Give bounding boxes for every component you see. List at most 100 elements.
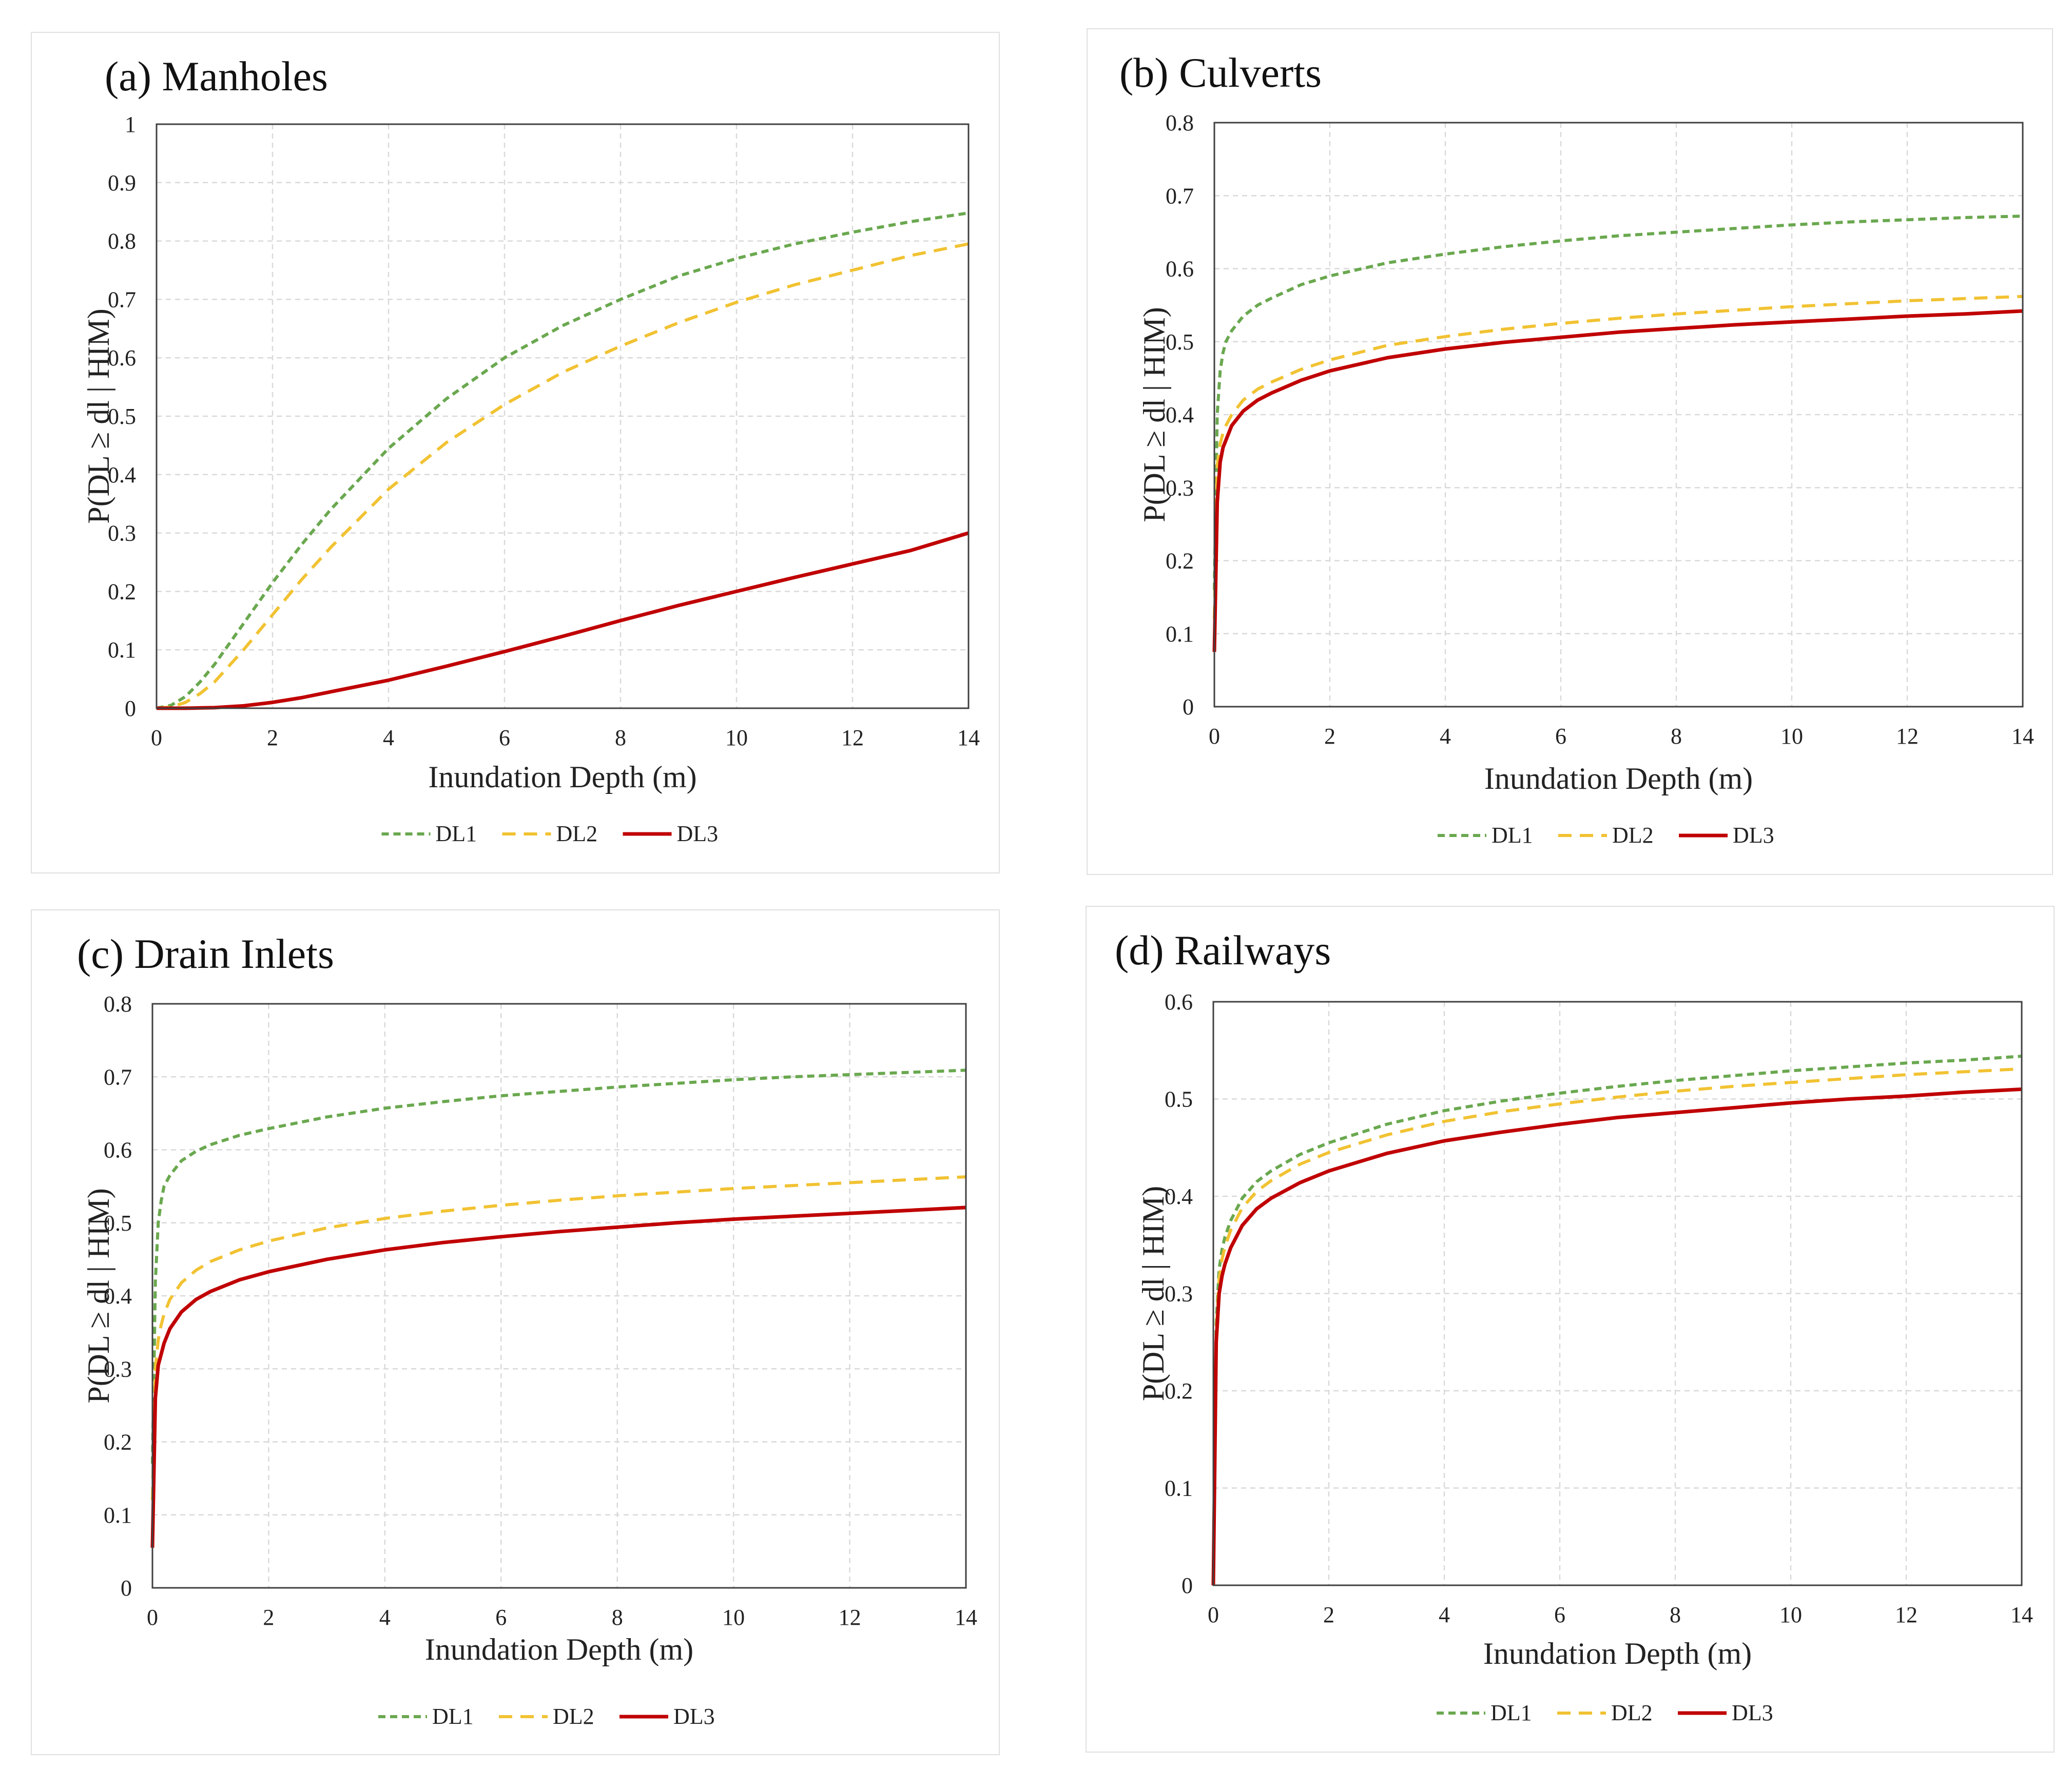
legend-item-dl2: DL2: [499, 1704, 594, 1729]
chart-title: (c) Drain Inlets: [77, 930, 334, 977]
legend-label: DL3: [677, 821, 719, 846]
legend-label: DL3: [673, 1704, 715, 1729]
y-tick-label: 0.4: [108, 462, 136, 488]
legend-item-dl3: DL3: [623, 821, 719, 846]
x-tick-label: 4: [383, 725, 394, 750]
x-tick-label: 8: [1670, 1602, 1681, 1627]
panel-manholes: (a) Manholes 0 2 4 6 8 10 12 14 0 0.1 0.2 0.3 0.4 0.5 0…: [31, 32, 1000, 873]
plot-area-frame: [1212, 1001, 2023, 1586]
x-axis-label: Inundation Depth (m): [425, 1632, 693, 1666]
legend-item-dl2: DL2: [1557, 1700, 1653, 1725]
gridlines: [157, 124, 969, 708]
plot-area-frame: [1213, 122, 2024, 708]
y-tick-label: 0: [1182, 1573, 1193, 1598]
gridlines: [1214, 123, 2023, 707]
series-line-dl3: [1211, 1087, 2022, 1586]
y-axis-label: P(DL ≥ dl | HIM): [1136, 1186, 1170, 1401]
x-axis-label: Inundation Depth (m): [428, 760, 696, 794]
series-line-dl2: [1213, 295, 2023, 619]
y-tick-label: 0.1: [108, 637, 136, 663]
y-tick-label: 0.5: [108, 404, 136, 429]
gridlines: [1213, 1002, 2022, 1585]
y-tick-label: 0.9: [108, 170, 136, 196]
x-tick-label: 10: [1780, 724, 1803, 749]
x-tick-label: 4: [1439, 1602, 1450, 1627]
series-line-dl2: [151, 1175, 966, 1501]
series-line-dl2: [1212, 1067, 2022, 1586]
y-tick-label: 0.8: [1166, 110, 1194, 135]
legend-item-dl1: DL1: [1438, 823, 1533, 848]
y-tick-label: 0: [125, 696, 136, 721]
x-tick-label: 0: [1208, 1602, 1219, 1627]
legend-label: DL2: [1611, 1700, 1653, 1725]
y-axis-label: P(DL ≥ dl | HIM): [1137, 307, 1171, 522]
x-tick-label: 12: [1895, 1602, 1918, 1627]
y-tick-label: 0.8: [104, 992, 132, 1017]
y-tick-label: 0: [121, 1576, 132, 1601]
legend-label: DL3: [1732, 1700, 1773, 1725]
y-tick-label: 0.3: [108, 521, 136, 546]
legend-label: DL1: [432, 1704, 474, 1729]
y-tick-label: 0.6: [104, 1138, 132, 1163]
x-tick-label: 10: [722, 1605, 745, 1630]
y-tick-label: 0.8: [108, 229, 136, 254]
plot-area-frame: [151, 1003, 967, 1589]
series-line-dl3: [150, 1206, 966, 1548]
x-tick-label: 10: [725, 725, 748, 750]
chart-manholes: (a) Manholes 0 2 4 6 8 10 12 14 0 0.1 0.2 0.3 0.4 0.5 0…: [82, 53, 980, 846]
legend: DL1 DL2 DL3: [381, 821, 719, 846]
y-tick-label: 0.6: [1166, 257, 1194, 282]
x-tick-label: 14: [955, 1605, 977, 1630]
chart-title: (d) Railways: [1115, 927, 1331, 974]
y-tick-label: 0.5: [104, 1211, 132, 1236]
legend-item-dl3: DL3: [1678, 1700, 1773, 1725]
legend-label: DL1: [436, 821, 477, 846]
y-tick-label: 0.3: [1166, 475, 1194, 500]
legend: DL1 DL2 DL3: [378, 1704, 715, 1729]
legend-item-dl1: DL1: [1437, 1700, 1532, 1725]
y-axis-label: P(DL ≥ dl | HIM): [82, 1188, 115, 1403]
y-tick-label: 0.2: [108, 579, 136, 604]
x-tick-label: 8: [612, 1605, 623, 1630]
legend-item-dl3: DL3: [1679, 823, 1774, 848]
series-line-dl3: [1212, 309, 2023, 652]
x-tick-label: 8: [615, 725, 626, 750]
y-tick-label: 0.3: [104, 1356, 132, 1382]
y-tick-label: 0.2: [104, 1430, 132, 1455]
legend-label: DL2: [556, 821, 598, 846]
x-tick-label: 12: [841, 725, 864, 750]
chart-drain-inlets: (c) Drain Inlets 0 2 4 6 8 10 12 14 0 0.1 0.2 0.3 0.4…: [77, 930, 977, 1729]
legend-label: DL3: [1733, 823, 1774, 848]
x-tick-label: 6: [1554, 1602, 1565, 1627]
x-tick-label: 0: [147, 1605, 158, 1630]
series-line-dl1: [156, 211, 969, 710]
panel-culverts: (b) Culverts 0 2 4 6 8 10 12 14 0 0.1 0.2 0.3 0.4 0.5 0…: [1087, 28, 2053, 875]
legend-label: DL2: [553, 1704, 594, 1729]
y-tick-label: 0.7: [108, 287, 136, 312]
x-tick-label: 14: [957, 725, 980, 750]
x-tick-label: 12: [839, 1605, 861, 1630]
x-tick-label: 2: [263, 1605, 274, 1630]
panel-drain-inlets: (c) Drain Inlets 0 2 4 6 8 10 12 14 0 0.1 0.2 0.3 0.4…: [31, 909, 1000, 1755]
x-tick-label: 6: [499, 725, 510, 750]
y-tick-label: 0.2: [1165, 1378, 1193, 1404]
legend: DL1 DL2 DL3: [1437, 1700, 1773, 1725]
y-tick-label: 0.4: [104, 1284, 132, 1309]
x-tick-label: 4: [379, 1605, 391, 1630]
y-tick-label: 0: [1183, 694, 1194, 720]
legend-label: DL1: [1492, 823, 1533, 848]
y-tick-label: 0.1: [1165, 1476, 1193, 1501]
legend-label: DL1: [1490, 1700, 1532, 1725]
x-tick-label: 10: [1779, 1602, 1802, 1627]
legend-item-dl1: DL1: [381, 821, 477, 846]
legend: DL1 DL2 DL3: [1438, 823, 1774, 848]
legend-item-dl3: DL3: [619, 1704, 715, 1729]
y-axis-label: P(DL ≥ dl | HIM): [82, 308, 115, 523]
chart-title: (b) Culverts: [1119, 49, 1322, 96]
chart-railways: (d) Railways 0 2 4 6 8 10 12 14 0 0.1 0.2 0.3 0.4 0.5 0…: [1115, 927, 2033, 1725]
series-line-dl1: [1213, 215, 2023, 590]
y-tick-label: 0.5: [1166, 329, 1194, 355]
gridlines: [152, 1004, 966, 1588]
series-line-dl1: [151, 1068, 966, 1464]
y-tick-label: 0.1: [1166, 621, 1194, 647]
